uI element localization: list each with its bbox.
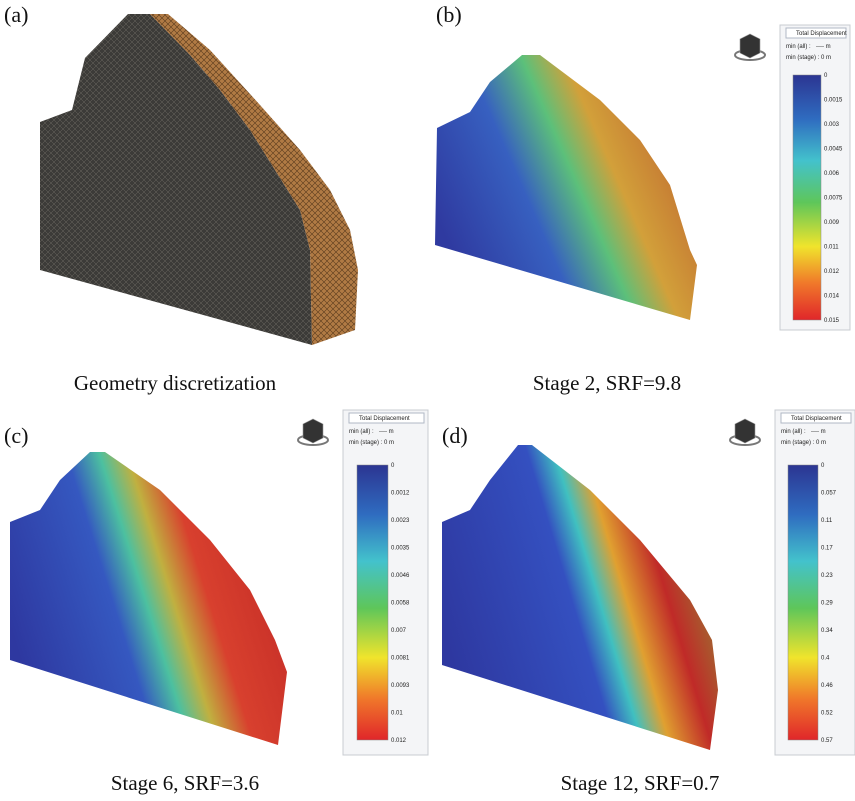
legend-dropdown — [785, 27, 847, 39]
color-bar-tick-label: 0.23 — [821, 573, 833, 579]
min-all-label: min (all) : — [786, 44, 811, 50]
color-bar-tick-label: 0.01 — [391, 711, 403, 717]
panel-caption: Stage 12, SRF=0.7 — [561, 771, 720, 795]
min-all-value: ---- m — [811, 429, 826, 435]
color-bar-tick-label: 0.0046 — [391, 573, 410, 579]
color-bar-tick-label: 0 — [824, 73, 828, 79]
color-bar — [787, 464, 819, 741]
panel-caption: Geometry discretization — [74, 371, 277, 395]
panel-label: (b) — [436, 2, 462, 27]
color-bar-tick-label: 0 — [391, 463, 395, 469]
model-d — [442, 445, 718, 750]
color-bar-tick-label: 0.0081 — [391, 656, 410, 662]
panel-caption: Stage 2, SRF=9.8 — [533, 371, 681, 395]
color-bar-tick-label: 0.012 — [824, 269, 840, 275]
min-all-value: ---- m — [379, 429, 394, 435]
min-stage-label: min (stage) : 0 m — [786, 55, 831, 61]
model-c — [10, 452, 287, 745]
color-bar-tick-label: 0.012 — [391, 738, 407, 744]
view-cube — [739, 33, 761, 59]
color-bar-tick-label: 0.057 — [821, 491, 837, 497]
color-bar-tick-label: 0.014 — [824, 294, 840, 300]
color-bar-tick-label: 0.57 — [821, 738, 833, 744]
color-bar — [792, 74, 822, 321]
color-bar-tick-label: 0.0075 — [824, 196, 843, 202]
min-all-label: min (all) : — [349, 429, 374, 435]
color-bar — [356, 464, 389, 741]
color-bar-tick-label: 0.015 — [824, 318, 840, 324]
color-bar-tick-label: 0.4 — [821, 656, 830, 662]
panel-label: (d) — [442, 423, 468, 448]
color-bar-tick-label: 0.003 — [824, 122, 840, 128]
color-bar-tick-label: 0.0045 — [824, 147, 843, 153]
color-bar-tick-label: 0.46 — [821, 683, 833, 689]
color-bar-tick-label: 0.17 — [821, 546, 833, 552]
color-bar-tick-label: 0.52 — [821, 711, 833, 717]
panel-label: (a) — [4, 2, 28, 27]
view-cube — [302, 418, 324, 444]
color-bar-tick-label: 0.0012 — [391, 491, 410, 497]
panel-label: (c) — [4, 423, 28, 448]
color-bar-tick-label: 0.0093 — [391, 683, 410, 689]
mesh-side — [150, 14, 358, 345]
model-b — [435, 55, 697, 320]
color-bar-tick-label: 0.007 — [391, 628, 407, 634]
min-stage-label: min (stage) : 0 m — [781, 440, 826, 446]
color-bar-tick-label: 0.34 — [821, 628, 833, 634]
color-bar-tick-label: 0.0058 — [391, 601, 410, 607]
color-bar-tick-label: 0.0015 — [824, 98, 843, 104]
color-bar-tick-label: 0.006 — [824, 171, 840, 177]
color-bar-tick-label: 0.0023 — [391, 518, 410, 524]
legend-dropdown — [348, 412, 425, 424]
legend-title: Total Displacement — [359, 416, 410, 422]
color-bar-tick-label: 0.009 — [824, 220, 840, 226]
color-bar-tick-label: 0.0035 — [391, 546, 410, 552]
color-bar-tick-label: 0.011 — [824, 245, 839, 251]
view-cube — [734, 418, 756, 444]
mesh-front — [40, 14, 312, 345]
color-bar-tick-label: 0.29 — [821, 601, 833, 607]
color-bar-tick-label: 0 — [821, 463, 825, 469]
color-bar-tick-label: 0.11 — [821, 518, 833, 524]
panel-caption: Stage 6, SRF=3.6 — [111, 771, 259, 795]
min-all-label: min (all) : — [781, 429, 806, 435]
min-all-value: ---- m — [816, 44, 831, 50]
legend-title: Total Displacement — [791, 416, 842, 422]
min-stage-label: min (stage) : 0 m — [349, 440, 394, 446]
legend-dropdown — [780, 412, 852, 424]
legend-title: Total Displacement — [796, 31, 847, 37]
